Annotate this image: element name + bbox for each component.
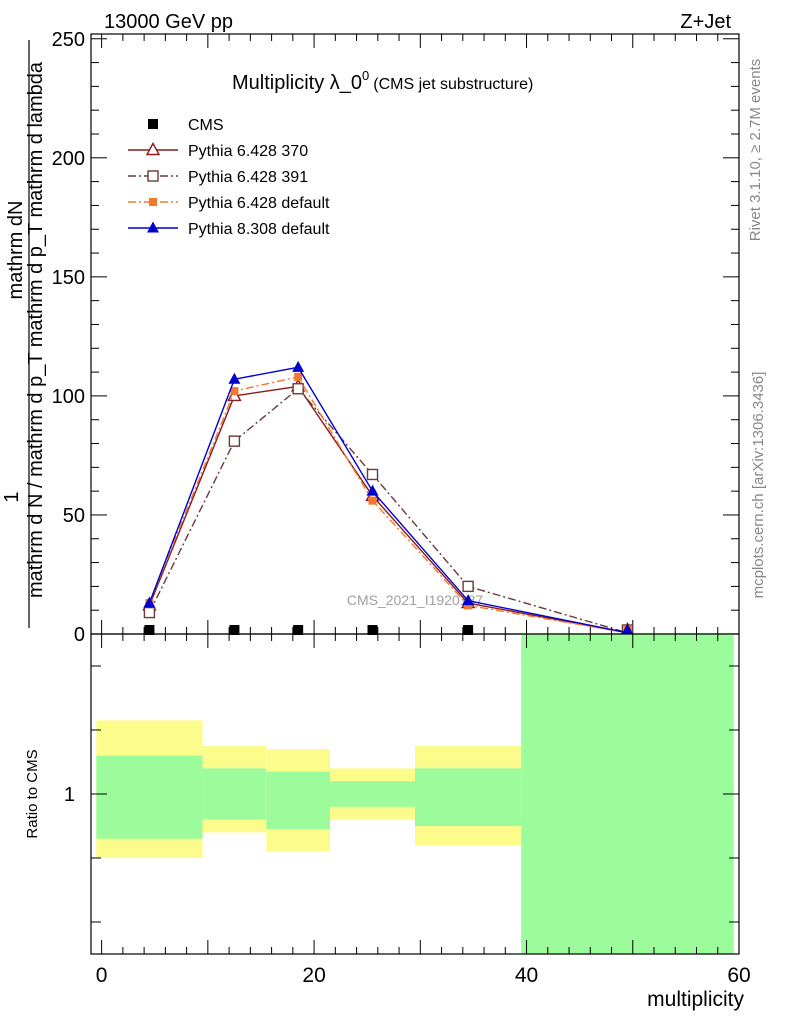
y-tick-label: 150 [52,267,85,289]
ratio-band-inner [330,781,415,807]
data-point-pythia8_default [366,484,379,496]
data-point-pythia8_default [462,594,475,606]
y-label-denominator: mathrm d N / mathrm d p_T mathrm d p_T m… [25,61,47,598]
data-point-cms [463,625,474,635]
legend-marker [147,170,159,182]
data-point-cms [229,625,240,635]
data-point-pythia6_default [464,601,473,610]
x-tick-label: 20 [302,964,325,987]
ratio-band-inner [202,768,267,820]
data-point-pythia6_391 [143,606,156,619]
legend-label: Pythia 6.428 370 [188,143,308,160]
series-line-pythia8_default [148,366,628,634]
y-tick-label: 250 [52,29,85,51]
rivet-label: Rivet 3.1.10, ≥ 2.7M events [747,59,764,242]
y-label-numerator: mathrm dN [5,201,27,300]
ratio-band-inner [266,771,331,830]
data-point-pythia8_default [621,623,634,635]
ratio-y-tick-label: 1 [64,784,75,806]
data-point-pythia6_391 [292,383,304,395]
data-point-cms [367,625,378,635]
legend-marker [145,142,161,156]
y-label-one: 1 [1,491,23,502]
data-point-pythia6_default [294,372,303,381]
data-point-cms [144,625,155,635]
series-line-pythia6_370 [148,385,628,634]
ratio-panel: 1 0 20 40 60 Ratio to CMS multiplicity [24,633,751,1011]
ratio-y-axis: 1 [64,665,739,923]
data-point-pythia6_391 [228,435,241,447]
ratio-band-inner [521,634,734,954]
data-point-pythia8_default [143,596,156,608]
main-panel: 0 50 100 150 200 250 CMS_2021_I1920187 Multip… [52,29,740,646]
header-left: 13000 GeV pp [104,11,233,33]
legend-item-cms: CMS [148,117,224,134]
data-point-pythia6_default [230,387,239,396]
ratio-bands [96,634,734,954]
chart-subtitle: (CMS jet substructure) [373,76,533,93]
data-point-pythia6_default [368,496,377,505]
header-right: Z+Jet [680,11,731,33]
main-y-label: mathrm dN mathrm d N / mathrm d p_T math… [1,40,47,628]
chart-title-main: Multiplicity λ_0 [232,72,362,94]
chart-title: Multiplicity λ_00 (CMS jet substructure) [232,68,533,94]
legend-item-pythia6_default: Pythia 6.428 default [128,195,330,212]
legend-item-pythia8_default: Pythia 8.308 default [128,221,330,238]
y-tick-label: 200 [52,148,85,170]
main-y-axis: 0 50 100 150 200 250 [52,29,739,646]
chart-title-superscript: 0 [362,68,369,83]
main-x-ticks [101,34,740,634]
series-layer [142,360,635,636]
data-point-pythia8_default [228,372,241,384]
series-line-pythia6_391 [148,387,628,634]
legend-marker [148,119,158,129]
legend-item-pythia6_370: Pythia 6.428 370 [128,142,308,160]
legend-label: Pythia 6.428 default [188,195,330,212]
y-tick-label: 100 [52,386,85,408]
x-tick-label: 0 [96,964,108,987]
legend-label: Pythia 6.428 391 [188,169,308,186]
data-point-cms [293,625,304,635]
legend-item-pythia6_391: Pythia 6.428 391 [128,169,308,186]
ratio-band-inner [415,768,522,826]
series-pythia8_default [143,360,634,635]
ratio-x-axis: 0 20 40 60 [96,634,751,987]
y-tick-label: 50 [63,505,85,527]
x-tick-label: 40 [515,964,538,987]
data-point-pythia6_391 [366,468,379,481]
x-axis-label: multiplicity [647,988,744,1011]
legend: CMS Pythia 6.428 370 Pythia 6.428 391 Pythi… [128,117,330,238]
ratio-y-label: Ratio to CMS [24,749,41,838]
legend-marker [147,221,159,233]
x-tick-label: 60 [727,964,750,987]
y-tick-label: 0 [74,624,85,646]
mcplots-label: mcplots.cern.ch [arXiv:1306.3436] [750,372,767,599]
data-point-pythia6_391 [462,580,474,593]
legend-marker [149,198,157,206]
ratio-band-inner [96,755,203,839]
legend-label: CMS [188,117,224,134]
data-point-pythia8_default [292,360,305,372]
chart-watermark: CMS_2021_I1920187 [347,592,483,608]
legend-label: Pythia 8.308 default [188,221,330,238]
